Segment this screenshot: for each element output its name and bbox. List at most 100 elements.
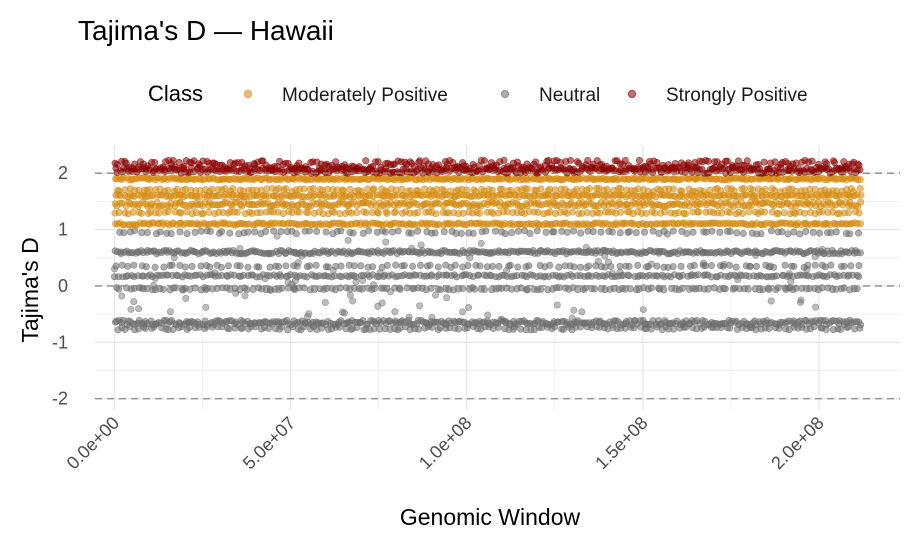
data-point (625, 272, 633, 280)
data-point (428, 323, 436, 331)
data-point (137, 209, 145, 217)
data-point (765, 285, 773, 293)
data-point (273, 232, 281, 240)
data-point (797, 296, 805, 304)
data-point (223, 165, 231, 173)
data-point (150, 323, 158, 331)
data-point (670, 325, 678, 333)
data-point (173, 185, 181, 193)
data-point (639, 306, 647, 314)
data-point (142, 263, 150, 271)
data-point (726, 261, 734, 269)
data-point (313, 227, 321, 235)
data-point (582, 243, 590, 251)
data-point (811, 253, 819, 261)
data-point (172, 284, 180, 292)
data-point (171, 163, 179, 171)
data-point (534, 208, 542, 216)
data-point (151, 159, 159, 167)
data-point (840, 262, 848, 270)
data-point (178, 323, 186, 331)
data-point (718, 209, 726, 217)
data-point (244, 263, 252, 271)
data-point (570, 165, 578, 173)
legend-entry: Moderately Positive (243, 85, 448, 106)
data-point (744, 285, 752, 293)
legend: Moderately Positive Neutral Strongly Posit… (243, 85, 808, 106)
data-point (809, 228, 817, 236)
data-point (414, 209, 422, 217)
data-point (295, 208, 303, 216)
data-point (507, 165, 515, 173)
data-point (127, 305, 135, 313)
data-point (582, 264, 590, 272)
data-point (303, 165, 311, 173)
data-point (261, 275, 269, 283)
data-point (206, 263, 214, 271)
data-point (494, 323, 502, 331)
y-tick-label: 0 (58, 276, 68, 296)
data-point (605, 258, 613, 266)
data-point (407, 229, 415, 237)
data-point (683, 230, 691, 238)
data-point (298, 252, 306, 260)
data-point (270, 227, 278, 235)
data-point (655, 248, 663, 256)
data-point (376, 269, 384, 277)
data-point (383, 209, 391, 217)
data-point (160, 285, 168, 293)
data-point (508, 229, 516, 237)
data-point (142, 324, 150, 332)
data-point (124, 262, 132, 270)
data-point (721, 285, 729, 293)
data-point (449, 159, 457, 167)
chart-title: Tajima's D — Hawaii (78, 15, 334, 46)
data-point (382, 238, 390, 246)
data-point (245, 164, 253, 172)
data-point (785, 284, 793, 292)
data-point (845, 209, 853, 217)
data-point (785, 270, 793, 278)
data-point (855, 273, 863, 281)
data-point (682, 323, 690, 331)
data-point (780, 209, 788, 217)
data-point (551, 323, 559, 331)
data-point (359, 276, 367, 284)
data-point (457, 229, 465, 237)
data-point (455, 325, 463, 333)
data-point (415, 325, 423, 333)
data-point (830, 159, 838, 167)
data-point (143, 229, 151, 237)
data-point (525, 262, 533, 270)
data-point (551, 186, 559, 194)
data-point (740, 185, 748, 193)
data-point (300, 185, 308, 193)
data-point (550, 228, 558, 236)
data-point (336, 323, 344, 331)
data-point (818, 246, 826, 254)
data-point (651, 209, 659, 217)
data-point (191, 228, 199, 236)
data-point (459, 285, 467, 293)
data-point (318, 324, 326, 332)
data-point (321, 299, 329, 307)
data-point (180, 162, 188, 170)
data-point (206, 227, 214, 235)
data-point (309, 185, 317, 193)
data-point (775, 324, 783, 332)
data-point (757, 230, 765, 238)
data-point (802, 227, 810, 235)
data-point (498, 315, 506, 323)
data-point (118, 292, 126, 300)
data-point (383, 261, 391, 269)
data-point (608, 228, 616, 236)
data-point (358, 285, 366, 293)
data-point (357, 262, 365, 270)
data-point (726, 208, 734, 216)
legend-entry: Neutral (500, 85, 600, 106)
data-point (155, 209, 163, 217)
data-point (514, 263, 522, 271)
data-point (129, 208, 137, 216)
data-point (855, 209, 863, 217)
data-point (226, 229, 234, 237)
